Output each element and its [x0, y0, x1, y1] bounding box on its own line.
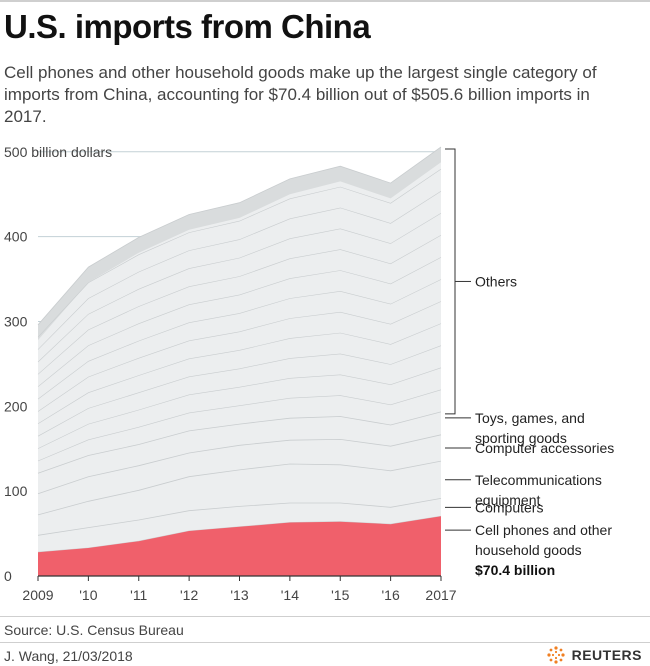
others-subdivision-line [37, 345, 442, 437]
others-subdivision-line [37, 389, 442, 462]
others-subdivision-line [37, 367, 442, 449]
x-tick-label: '14 [281, 587, 299, 603]
y-tick-label: 300 [4, 313, 28, 329]
others-bracket [445, 148, 456, 415]
category-boundary-line [37, 434, 442, 495]
x-tick-label: '10 [79, 587, 97, 603]
x-tick-label: '16 [382, 587, 400, 603]
others-subdivision-line [37, 279, 442, 400]
category-boundary-line [37, 460, 442, 516]
telecom-label: Telecommunications [475, 472, 602, 488]
series-cell-phones-area [38, 516, 441, 576]
telecom-label: equipment [475, 492, 540, 508]
cell-phones-label: household goods [475, 542, 582, 558]
computers-label: Computers [475, 499, 543, 515]
others-subdivision-line [37, 301, 442, 412]
y-tick-label: 0 [4, 568, 12, 584]
footer-rule-2 [0, 642, 650, 643]
others-subdivision-line [37, 257, 442, 387]
stacked-area-chart: 0 100 200 300 400 500 billion dollars 2009 '10 '… [4, 144, 614, 603]
x-tick-label: '13 [230, 587, 248, 603]
y-tick-label: 200 [4, 398, 28, 414]
reuters-logo: REUTERS [546, 645, 642, 665]
chart-subtitle: Cell phones and other household goods ma… [4, 63, 597, 126]
x-tick-label: '11 [130, 587, 147, 603]
others-subdivision-line [37, 168, 442, 338]
others-subdivision-line [37, 190, 442, 350]
reuters-logo-text: REUTERS [571, 647, 642, 663]
chart-title: U.S. imports from China [4, 8, 371, 45]
category-boundary-line [37, 411, 442, 474]
toys-label: sporting goods [475, 430, 567, 446]
top-rule [0, 0, 650, 2]
category-boundary-line [37, 498, 442, 536]
others-subdivision-line [37, 235, 442, 375]
others-subdivision-line [37, 323, 442, 425]
area-others-body [38, 162, 441, 577]
source-note: Source: U.S. Census Bureau [4, 622, 184, 638]
x-tick-label: 2009 [22, 587, 53, 603]
x-tick-label: 2017 [425, 587, 456, 603]
credit-note: J. Wang, 21/03/2018 [4, 648, 133, 664]
total-outline [37, 146, 442, 326]
cell-phones-label: Cell phones and other [475, 522, 612, 538]
value-annotation: $70.4 billion [475, 562, 555, 578]
others-subdivision-line [37, 212, 442, 363]
y-tick-label: 400 [4, 229, 28, 245]
y-tick-label: 100 [4, 483, 28, 499]
footer-rule [0, 616, 650, 617]
computer-accessories-label: Computer accessories [475, 440, 614, 456]
others-label: Others [475, 273, 517, 289]
x-tick-label: '15 [331, 587, 349, 603]
toys-label: Toys, games, and [475, 410, 585, 426]
x-tick-label: '12 [180, 587, 198, 603]
y-tick-label: 500 billion dollars [4, 144, 112, 160]
reuters-logo-icon [546, 646, 565, 664]
